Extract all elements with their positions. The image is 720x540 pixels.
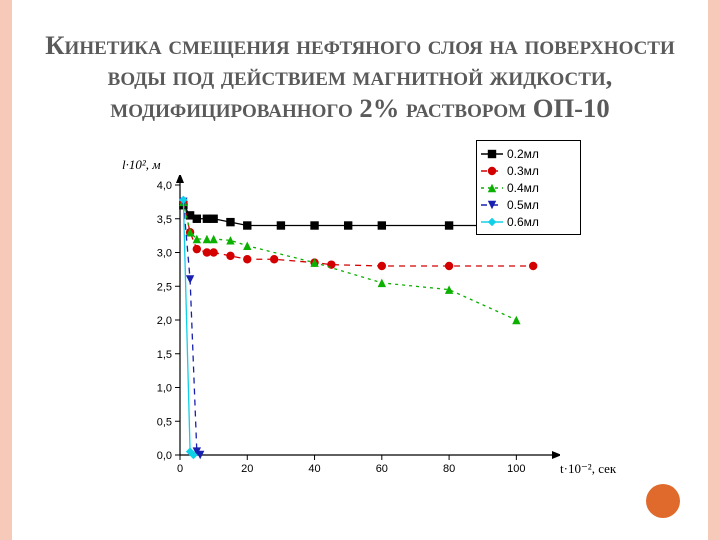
legend-item: 0.6мл <box>481 213 576 230</box>
corner-accent-circle <box>646 484 680 518</box>
legend-label: 0.2мл <box>507 148 539 160</box>
y-tick-label: 1,0 <box>157 383 172 395</box>
legend-label: 0.5мл <box>507 199 539 211</box>
x-tick-label: 20 <box>241 463 253 475</box>
y-tick-label: 4,0 <box>157 180 172 192</box>
y-axis-title: l·10², м <box>122 157 161 173</box>
slide: { "slide": { "background_color": "#fffff… <box>0 0 720 540</box>
legend-label: 0.6мл <box>507 216 539 228</box>
y-tick-label: 1,5 <box>157 349 172 361</box>
slide-right-accent <box>708 0 720 540</box>
x-tick-label: 100 <box>507 463 525 475</box>
y-tick-label: 2,0 <box>157 315 172 327</box>
y-tick-label: 3,0 <box>157 248 172 260</box>
legend-swatch <box>481 216 503 228</box>
y-tick-label: 2,5 <box>157 281 172 293</box>
slide-title: Кинетика смещения нефтяного слоя на пове… <box>40 30 680 124</box>
legend-swatch <box>481 148 503 160</box>
slide-left-accent <box>0 0 12 540</box>
legend-item: 0.3мл <box>481 162 576 179</box>
legend-item: 0.5мл <box>481 196 576 213</box>
y-tick-label: 3,5 <box>157 214 172 226</box>
x-axis-title: t·10⁻², сек <box>560 461 616 477</box>
legend-label: 0.4мл <box>507 182 539 194</box>
legend-swatch <box>481 182 503 194</box>
y-tick-label: 0,0 <box>157 450 172 462</box>
x-tick-label: 40 <box>308 463 320 475</box>
legend-swatch <box>481 165 503 177</box>
legend-item: 0.2мл <box>481 145 576 162</box>
x-tick-label: 0 <box>177 463 183 475</box>
legend-item: 0.4мл <box>481 179 576 196</box>
y-tick-label: 0,5 <box>157 416 172 428</box>
x-tick-label: 60 <box>376 463 388 475</box>
legend-label: 0.3мл <box>507 165 539 177</box>
x-tick-label: 80 <box>443 463 455 475</box>
legend-swatch <box>481 199 503 211</box>
legend: 0.2мл 0.3мл 0.4мл 0.5мл 0.6мл <box>476 140 581 235</box>
